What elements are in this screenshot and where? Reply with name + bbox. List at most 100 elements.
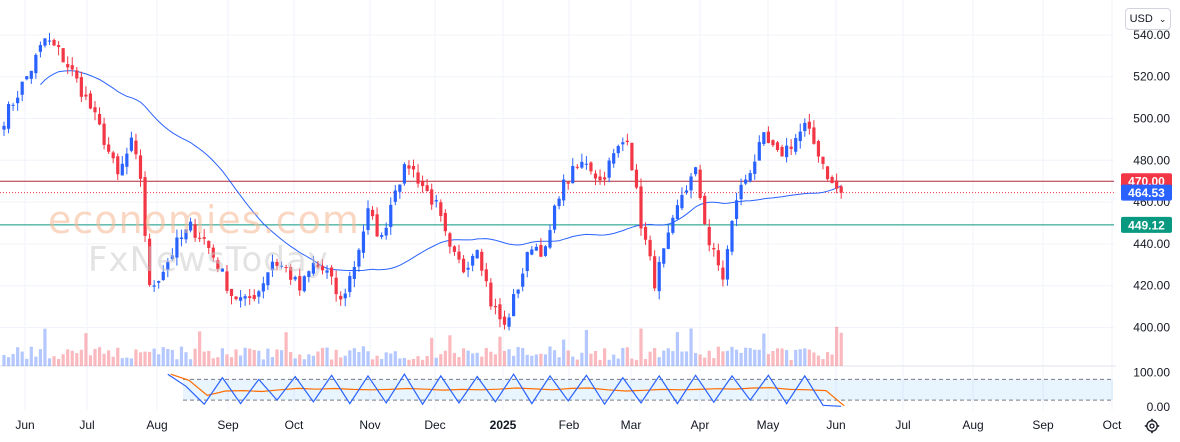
volume-bar (639, 328, 643, 366)
volume-bar (102, 353, 106, 366)
candle-body (266, 272, 270, 286)
candle-body (11, 104, 15, 106)
time-tick-label: May (757, 418, 780, 432)
candle-body (498, 304, 502, 320)
stoch-k-line (167, 373, 842, 407)
volume-bar (389, 353, 393, 366)
time-tick-label: Feb (559, 418, 580, 432)
volume-bar (120, 358, 124, 366)
candle-body (389, 204, 393, 228)
candle-body (134, 140, 138, 155)
time-tick-label: Dec (424, 418, 445, 432)
time-tick-label: Nov (359, 418, 380, 432)
volume-bar (52, 356, 56, 366)
volume-bar (211, 358, 215, 366)
candle-body (657, 261, 661, 292)
candle-body (825, 166, 830, 180)
candle-body (830, 177, 834, 184)
volume-bar (835, 326, 839, 366)
volume-bar (138, 352, 143, 366)
candle-body (525, 252, 529, 271)
volume-bar (70, 350, 74, 366)
candle-body (361, 231, 366, 253)
volume-bar (134, 349, 138, 366)
volume-bar (20, 351, 24, 366)
volume-bar (352, 348, 356, 366)
volume-bar (16, 347, 20, 366)
volume-bar (653, 348, 657, 366)
candle-body (598, 176, 602, 181)
candle-body (298, 276, 302, 291)
volume-bar (279, 350, 284, 366)
candle-body (839, 186, 843, 193)
candle-body (375, 214, 379, 237)
volume-bar (316, 351, 320, 366)
volume-bar (402, 358, 406, 366)
candle-body (220, 268, 224, 272)
stochastic-pane (167, 373, 1113, 407)
volume-bar (66, 349, 70, 366)
volume-bar (607, 359, 611, 366)
candle-body (557, 198, 561, 207)
price-axis[interactable]: 540.00520.00500.00480.00460.00440.00420.… (1133, 28, 1170, 414)
candle-body (366, 208, 370, 231)
volume-bar (43, 328, 47, 366)
volume-bar (721, 351, 725, 366)
candle-body (411, 165, 416, 170)
candle-body (38, 45, 42, 52)
time-tick-label: Jun (826, 418, 845, 432)
candle-body (293, 276, 297, 280)
candle-body (725, 249, 730, 280)
volume-bar (225, 354, 229, 366)
volume-bar (648, 351, 652, 366)
volume-bar (298, 354, 302, 366)
volume-bar (311, 355, 315, 366)
candle-body (812, 127, 816, 144)
volume-bar (616, 358, 620, 366)
volume-bar (512, 355, 516, 366)
volume-bar (589, 353, 593, 366)
volume-bar (380, 358, 384, 366)
candle-body (257, 291, 261, 297)
time-axis[interactable]: Jun Jul Aug Sep Oct Nov Dec 2025 Feb Mar Apr May Jun… (15, 418, 1122, 432)
volume-bar (825, 352, 830, 366)
candle-body (61, 48, 65, 63)
candle-body (707, 226, 711, 246)
volume-bar (730, 346, 734, 366)
volume-bar (707, 350, 711, 366)
candle-body (93, 107, 97, 113)
candle-body (639, 186, 643, 229)
volume-bar (566, 350, 570, 366)
volume-bar (753, 349, 757, 366)
candle-body (434, 200, 438, 202)
chevron-down-icon: ⌄ (1158, 13, 1167, 24)
volume-bar (584, 329, 588, 366)
candle-body (807, 121, 811, 129)
candle-body (502, 316, 507, 325)
candle-body (835, 180, 839, 189)
volume-bar (807, 349, 811, 366)
volume-bar (111, 356, 115, 366)
volume-bar (248, 348, 252, 366)
candle-body (225, 271, 229, 291)
time-tick-label: Jun (15, 418, 34, 432)
volume-bar (97, 347, 102, 366)
candle-body (775, 142, 780, 150)
candle-body (457, 251, 461, 260)
currency-selector[interactable]: USD ⌄ (1125, 8, 1171, 30)
candle-body (284, 267, 288, 269)
candle-body (593, 173, 598, 179)
volume-bar (398, 358, 402, 366)
candle-body (125, 153, 129, 167)
volume-bar (744, 347, 748, 366)
volume-bar (643, 359, 648, 366)
candle-body (407, 165, 411, 169)
gear-icon[interactable] (1144, 418, 1160, 434)
volume-bar (334, 349, 338, 366)
volume-bar (461, 348, 466, 366)
volume-bar (625, 347, 629, 366)
candle-body (120, 163, 124, 176)
volume-bar (393, 351, 397, 366)
price-tag-box (1121, 216, 1172, 233)
